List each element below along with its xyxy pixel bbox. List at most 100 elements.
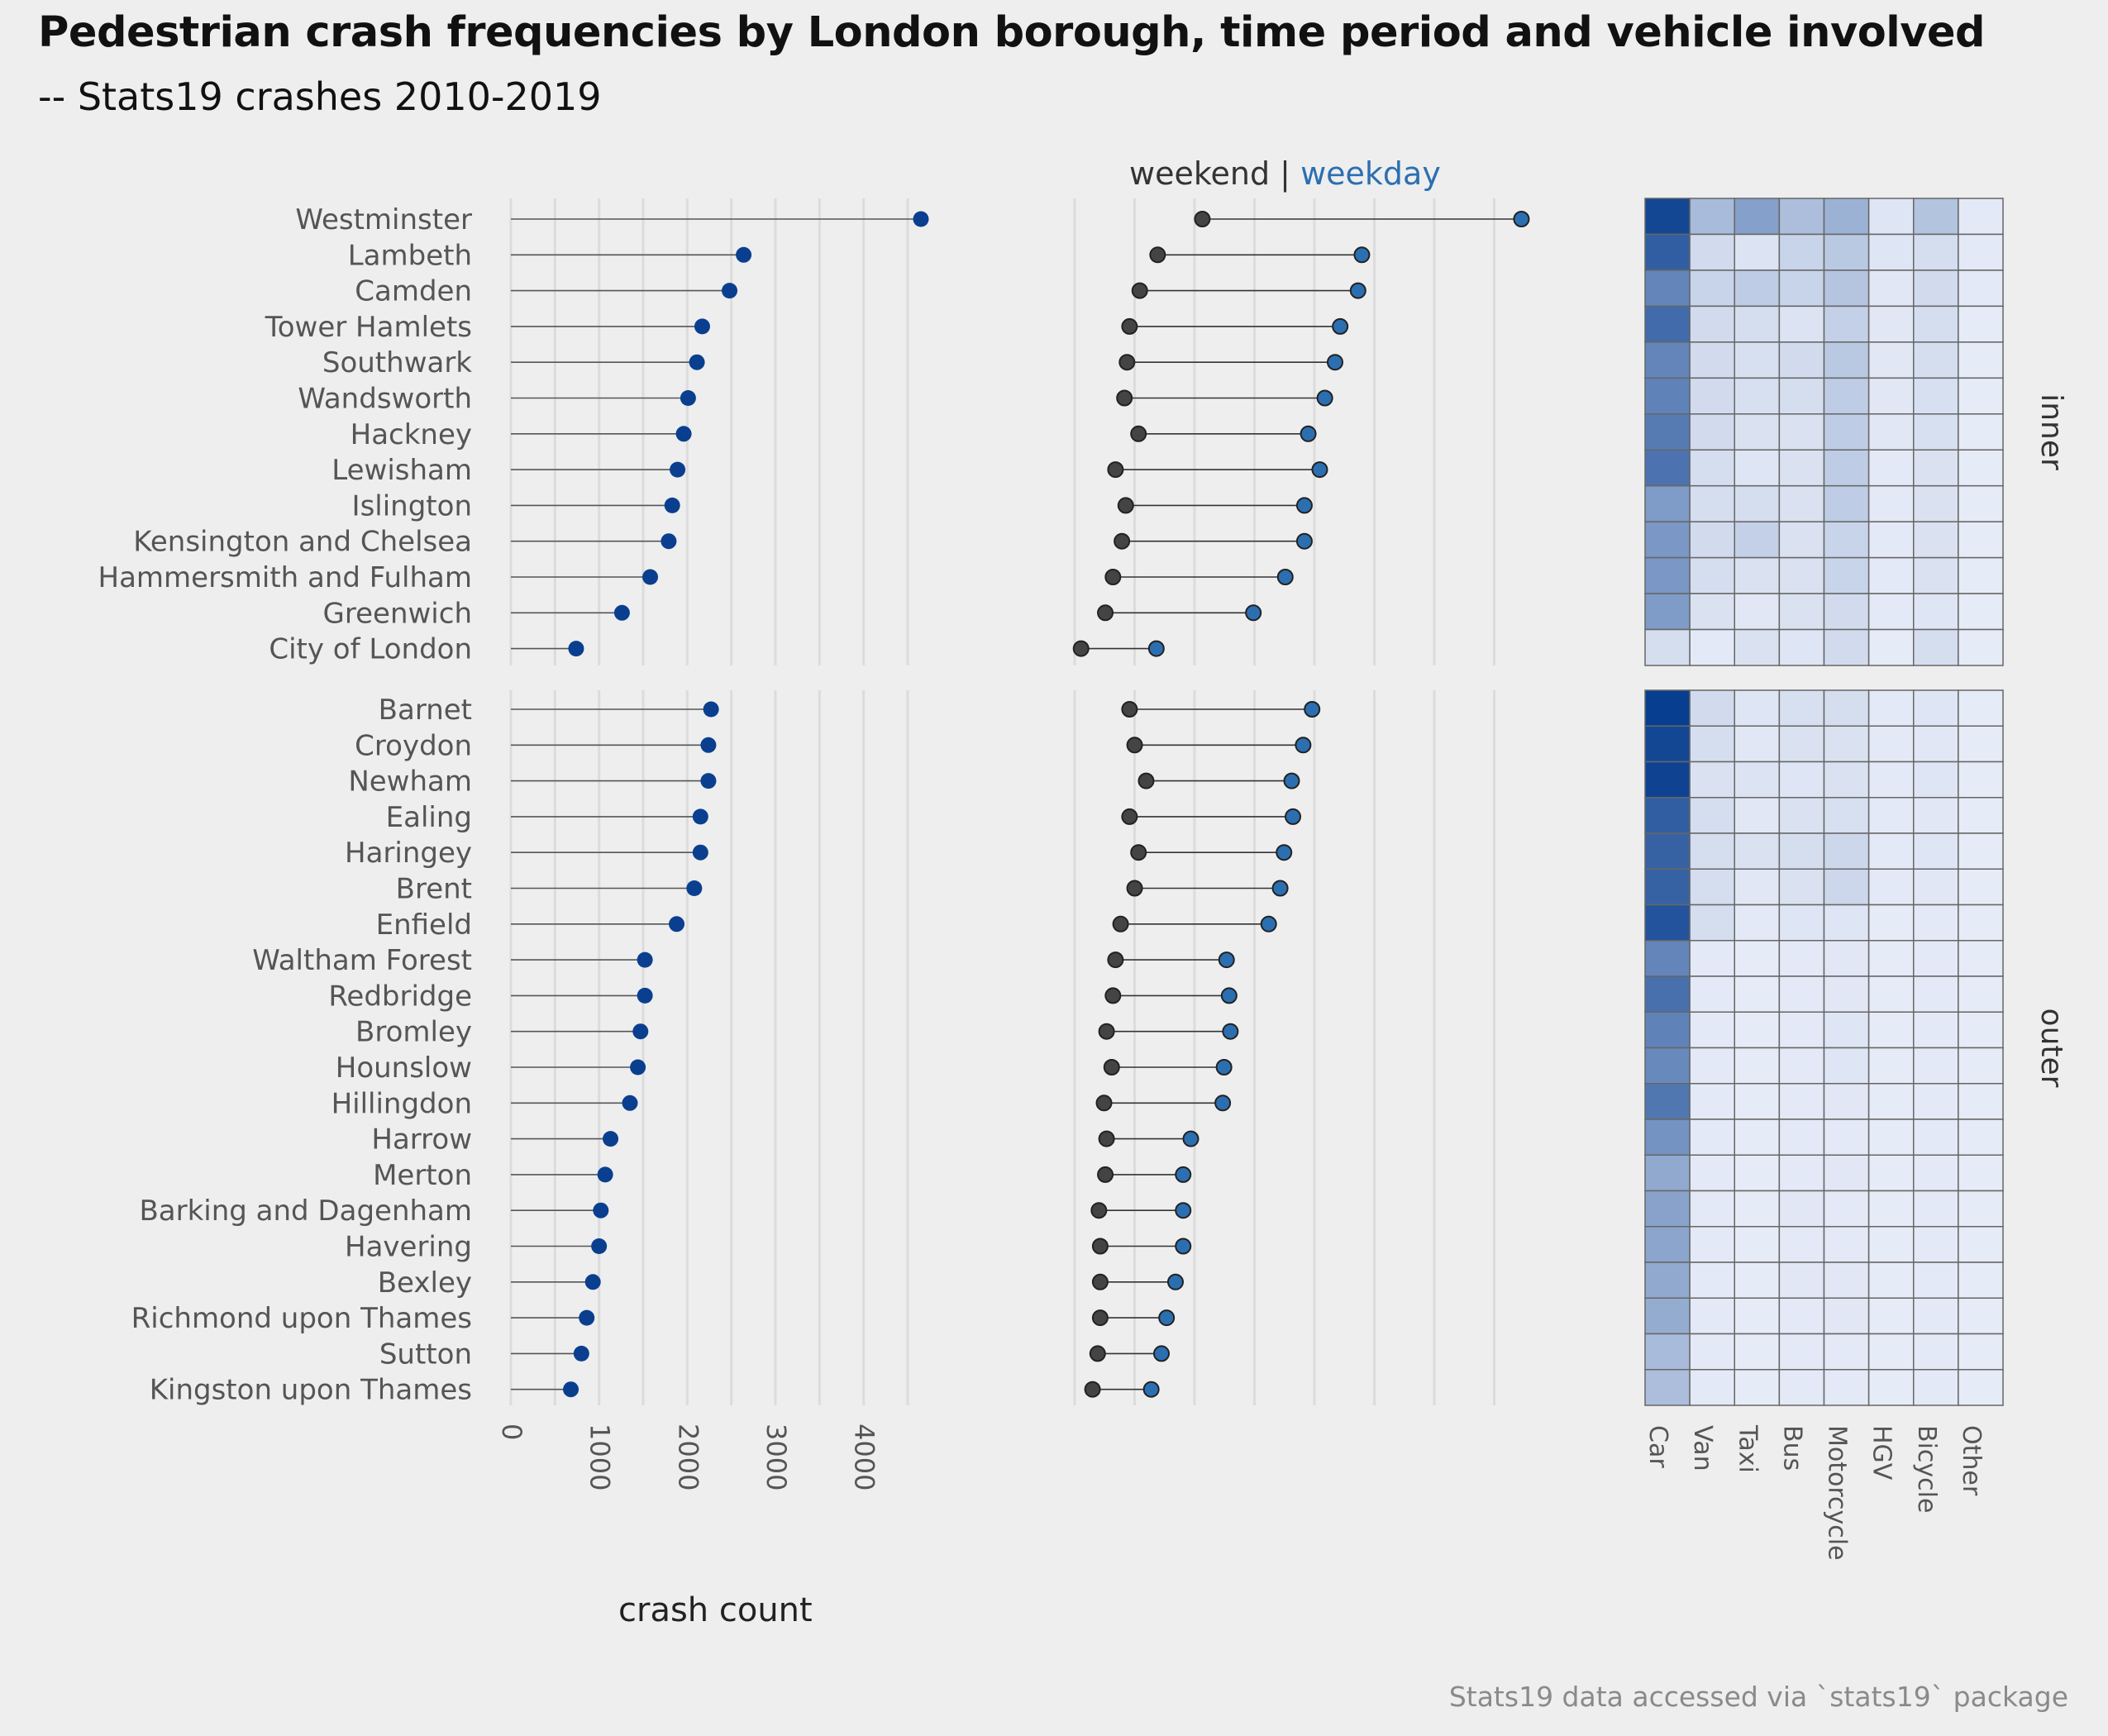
- dumbbell-weekend-point: [1091, 1309, 1109, 1327]
- x-tick-label: 2000: [672, 1424, 703, 1490]
- dumbbell-weekend-point: [1112, 915, 1129, 932]
- dumbbell-weekend-point: [1118, 354, 1136, 371]
- heatmap-cell-outer: [1644, 1190, 1691, 1228]
- heatmap-cell-outer: [1644, 1333, 1691, 1371]
- heatmap-cell-inner: [1913, 341, 1959, 379]
- heatmap-cell-outer: [1689, 1047, 1735, 1085]
- heatmap-cell-outer: [1778, 904, 1825, 942]
- heatmap-cell-outer: [1867, 797, 1915, 834]
- dumbbell-weekend-point: [1121, 808, 1138, 825]
- heatmap-cell-inner: [1958, 449, 2004, 487]
- heatmap-cell-outer: [1913, 725, 1959, 763]
- lollipop-point: [675, 426, 692, 442]
- heatmap-cell-inner: [1778, 305, 1825, 343]
- heatmap-cell-inner: [1867, 269, 1915, 308]
- heatmap-cell-outer: [1778, 1261, 1825, 1299]
- heatmap-cell-inner: [1867, 377, 1915, 415]
- heatmap-cell-outer: [1778, 1190, 1825, 1228]
- dumbbell-weekend-point: [1098, 1023, 1115, 1040]
- lollipop-point: [686, 880, 703, 896]
- heatmap-cell-inner: [1823, 593, 1870, 631]
- heatmap-cell-outer: [1913, 1261, 1959, 1299]
- borough-label: Hackney: [351, 418, 472, 451]
- heatmap-cell-inner: [1913, 413, 1959, 451]
- x-axis-label: crash count: [618, 1591, 813, 1629]
- dumbbell-weekend-point: [1104, 569, 1122, 585]
- heatmap-cell-outer: [1913, 1190, 1959, 1228]
- dumbbell-weekday-point: [1182, 1130, 1199, 1147]
- heatmap-cell-outer: [1689, 1226, 1735, 1263]
- heatmap-cell-inner: [1689, 305, 1735, 343]
- borough-label: Waltham Forest: [252, 944, 472, 977]
- heatmap-cell-inner: [1867, 198, 1915, 236]
- heatmap-cell-inner: [1867, 233, 1915, 271]
- dumbbell-weekday-point: [1295, 737, 1312, 754]
- heatmap-cell-outer: [1913, 1333, 1959, 1371]
- lollipop-point: [700, 737, 717, 753]
- heatmap-cell-outer: [1644, 1226, 1691, 1263]
- heatmap-cell-inner: [1958, 593, 2004, 631]
- heatmap-cell-outer: [1734, 1297, 1781, 1335]
- heatmap-cell-inner: [1644, 484, 1691, 522]
- heatmap-cell-outer: [1867, 761, 1915, 799]
- heatmap-cell-inner: [1689, 556, 1735, 594]
- heatmap-cell-inner: [1644, 341, 1691, 379]
- dumbbell-weekend-point: [1107, 951, 1124, 969]
- borough-label: Barnet: [379, 694, 472, 727]
- dumbbell-weekend-point: [1194, 211, 1211, 227]
- heatmap-cell-inner: [1867, 593, 1915, 631]
- dumbbell-weekend-point: [1114, 532, 1131, 550]
- borough-label: City of London: [269, 633, 472, 666]
- chart-subtitle: -- Stats19 crashes 2010-2019: [38, 74, 602, 119]
- heatmap-cell-outer: [1823, 761, 1870, 799]
- heatmap-cell-inner: [1778, 269, 1825, 308]
- heatmap-cell-inner: [1913, 377, 1959, 415]
- heatmap-cell-outer: [1913, 1083, 1959, 1120]
- lollipop-point: [680, 390, 696, 406]
- heatmap-cell-inner: [1823, 628, 1870, 666]
- heatmap-cell-outer: [1958, 1226, 2004, 1263]
- heatmap-cell-outer: [1778, 832, 1825, 870]
- borough-label: Croydon: [355, 729, 472, 762]
- heatmap-cell-inner: [1734, 628, 1781, 666]
- dumbbell-weekday-point: [1215, 1059, 1233, 1075]
- heatmap-cell-inner: [1823, 269, 1870, 308]
- dumbbell-weekday-point: [1245, 604, 1262, 622]
- heatmap-cell-inner: [1867, 449, 1915, 487]
- dumbbell-weekend-point: [1130, 844, 1147, 861]
- heatmap-cell-inner: [1913, 484, 1959, 522]
- heatmap-cell-inner: [1823, 198, 1870, 236]
- dumbbell-weekend-point: [1149, 246, 1166, 264]
- chart-title: Pedestrian crash frequencies by London b…: [38, 8, 1986, 57]
- lollipop-point: [694, 318, 710, 335]
- heatmap-cell-outer: [1823, 1297, 1870, 1335]
- heatmap-column-label: Car: [1643, 1425, 1672, 1468]
- heatmap-cell-outer: [1644, 868, 1691, 906]
- heatmap-cell-inner: [1867, 413, 1915, 451]
- heatmap-cell-outer: [1734, 725, 1781, 763]
- dumbbell-weekend-point: [1126, 880, 1143, 897]
- heatmap-cell-outer: [1778, 1297, 1825, 1335]
- heatmap-cell-outer: [1958, 1333, 2004, 1371]
- heatmap-cell-outer: [1958, 797, 2004, 834]
- lollipop-point: [579, 1309, 595, 1326]
- heatmap-cell-outer: [1644, 940, 1691, 977]
- dumbbell-weekday-point: [1353, 246, 1371, 264]
- dumbbell-weekend-point: [1097, 1166, 1114, 1183]
- heatmap-column-label: Motorcycle: [1823, 1425, 1852, 1561]
- heatmap-cell-inner: [1913, 198, 1959, 236]
- x-tick-label: 0: [496, 1424, 527, 1440]
- heatmap-cell-outer: [1958, 1261, 2004, 1299]
- heatmap-cell-outer: [1644, 761, 1691, 799]
- heatmap-cell-outer: [1823, 975, 1870, 1013]
- heatmap-cell-outer: [1867, 1297, 1915, 1335]
- heatmap-cell-inner: [1644, 233, 1691, 271]
- heatmap-cell-inner: [1734, 484, 1781, 522]
- borough-label: Tower Hamlets: [265, 311, 472, 344]
- borough-label: Harrow: [371, 1123, 472, 1157]
- heatmap-cell-outer: [1689, 1118, 1735, 1156]
- heatmap-cell-inner: [1689, 377, 1735, 415]
- dumbbell-weekend-point: [1084, 1381, 1101, 1398]
- dumbbell-weekend-point: [1091, 1238, 1109, 1255]
- borough-label: Lambeth: [348, 239, 472, 272]
